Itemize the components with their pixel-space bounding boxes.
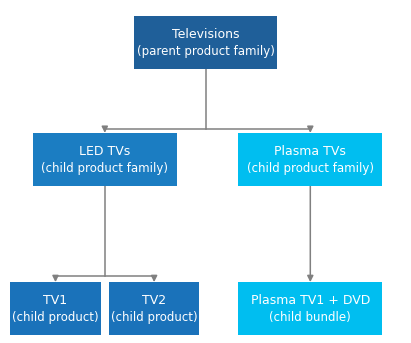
FancyBboxPatch shape	[33, 133, 177, 186]
Text: Plasma TVs: Plasma TVs	[275, 145, 346, 158]
Text: TV2: TV2	[142, 294, 166, 307]
FancyBboxPatch shape	[134, 16, 277, 69]
Text: (child product family): (child product family)	[41, 162, 169, 175]
Text: Televisions: Televisions	[172, 28, 239, 41]
Text: (child product family): (child product family)	[247, 162, 374, 175]
Text: TV1: TV1	[44, 294, 67, 307]
FancyBboxPatch shape	[10, 282, 101, 335]
FancyBboxPatch shape	[109, 282, 199, 335]
Text: (parent product family): (parent product family)	[136, 45, 275, 58]
Text: (child product): (child product)	[12, 311, 99, 324]
FancyBboxPatch shape	[238, 282, 382, 335]
Text: (child bundle): (child bundle)	[270, 311, 351, 324]
Text: (child product): (child product)	[111, 311, 197, 324]
FancyBboxPatch shape	[238, 133, 382, 186]
Text: Plasma TV1 + DVD: Plasma TV1 + DVD	[251, 294, 370, 307]
Text: LED TVs: LED TVs	[79, 145, 130, 158]
